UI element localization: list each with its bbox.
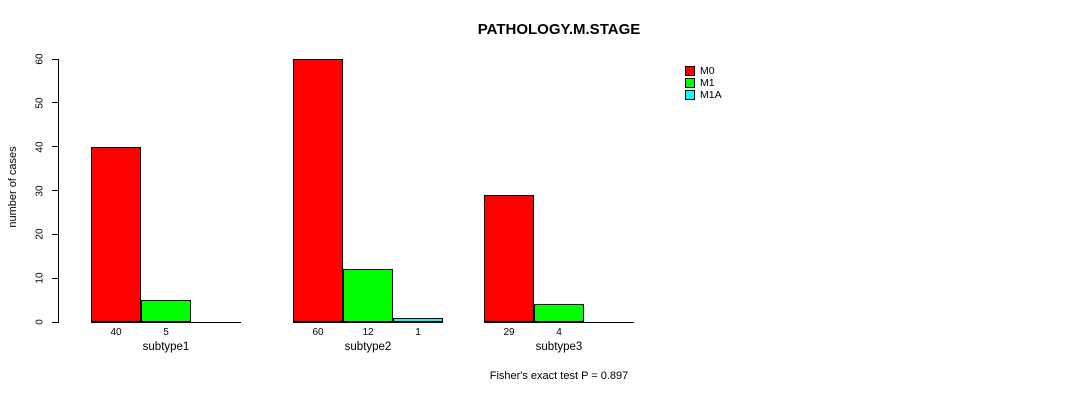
x-axis-baseline (91, 322, 241, 323)
y-axis-tick-label: 50 (34, 97, 46, 109)
legend-item-m1a: M1A (685, 89, 722, 101)
legend-swatch-m1a (685, 90, 695, 100)
bar-m1a-subtype2 (393, 318, 443, 322)
y-axis-tick-label: 10 (34, 272, 46, 284)
legend-label: M1A (700, 89, 722, 101)
x-category-label: subtype3 (535, 341, 583, 353)
bar-m0-subtype1 (91, 147, 141, 322)
bar-m1-subtype1 (141, 300, 191, 322)
chart-title: PATHOLOGY.M.STAGE (477, 21, 641, 38)
y-axis-tick (52, 321, 59, 323)
bar-m1-subtype2 (343, 269, 393, 322)
y-axis-tick (52, 277, 59, 279)
legend: M0 M1 M1A (685, 65, 722, 101)
y-axis-line (58, 59, 59, 323)
legend-label: M0 (700, 65, 715, 77)
legend-label: M1 (700, 77, 715, 89)
y-axis-tick (52, 190, 59, 191)
bar-value-label: 40 (110, 327, 122, 338)
statistical-test-note: Fisher's exact test P = 0.897 (489, 370, 629, 382)
bar-m1-subtype3 (534, 304, 584, 322)
legend-swatch-m0 (685, 66, 695, 76)
bar-value-label: 5 (163, 327, 169, 338)
bar-value-label: 4 (556, 327, 562, 338)
y-axis-tick (52, 102, 59, 104)
y-axis-tick-label: 20 (34, 228, 46, 240)
bar-m0-subtype2 (293, 59, 343, 322)
y-axis-tick-label: 30 (34, 184, 46, 197)
legend-item-m1: M1 (685, 77, 722, 89)
legend-item-m0: M0 (685, 65, 722, 77)
y-axis-tick-label: 0 (34, 319, 46, 325)
x-axis-baseline (293, 322, 443, 323)
legend-swatch-m1 (685, 78, 695, 88)
bar-m0-subtype3 (484, 195, 534, 322)
x-category-label: subtype1 (142, 341, 190, 353)
y-axis-tick (52, 58, 59, 60)
y-axis-tick (52, 146, 59, 148)
x-category-label: subtype2 (344, 341, 392, 353)
bar-value-label: 60 (312, 327, 324, 338)
y-axis-tick-label: 60 (34, 53, 46, 65)
y-axis-tick-label: 40 (34, 141, 46, 153)
y-axis-tick (52, 233, 59, 235)
bar-value-label: 1 (415, 327, 421, 338)
bar-value-label: 12 (362, 327, 374, 338)
bar-value-label: 29 (503, 327, 515, 338)
y-axis-title: number of cases (7, 146, 19, 228)
x-axis-baseline (484, 322, 634, 323)
